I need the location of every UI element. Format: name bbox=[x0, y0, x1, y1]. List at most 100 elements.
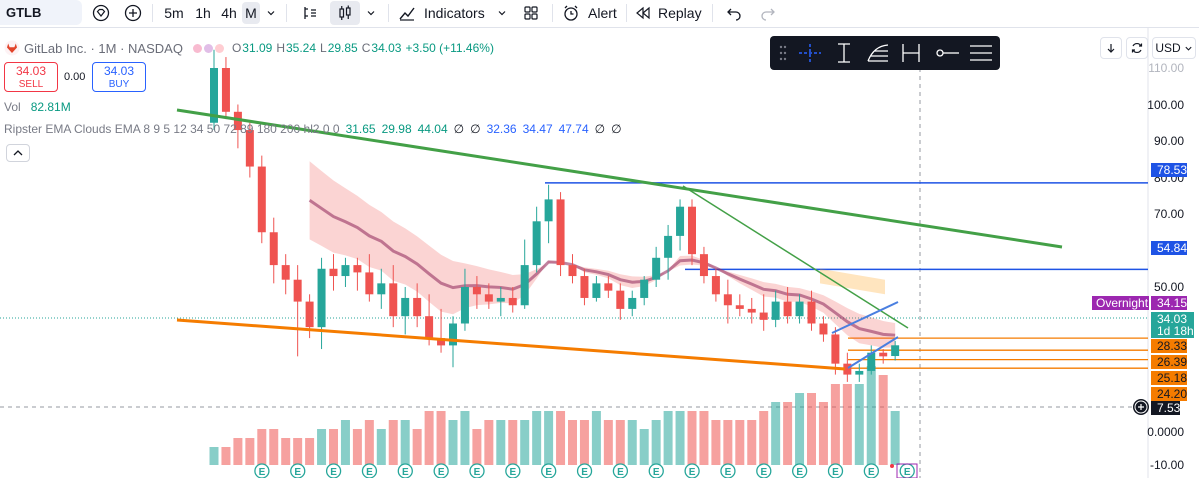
volume-bar bbox=[556, 411, 566, 465]
volume-bar bbox=[603, 420, 613, 465]
indicator-value: ∅ bbox=[453, 122, 465, 136]
candle-body bbox=[652, 257, 661, 280]
candle-body bbox=[723, 294, 732, 306]
parallel-channel-icon[interactable] bbox=[970, 45, 992, 61]
low-value: 29.85 bbox=[327, 41, 358, 55]
earnings-marker bbox=[469, 463, 485, 478]
change-value: +3.50 (+11.46%) bbox=[405, 41, 494, 55]
measure-tool-icon[interactable] bbox=[902, 44, 920, 62]
candle-body bbox=[688, 206, 696, 255]
channel-upper-line bbox=[831, 301, 899, 334]
symbol-search-button[interactable]: GTLB bbox=[0, 0, 82, 25]
vertical-line-icon[interactable] bbox=[838, 43, 850, 63]
volume-bar bbox=[269, 429, 279, 465]
interval-1h[interactable]: 1h bbox=[195, 5, 211, 21]
drawing-toolbar bbox=[770, 36, 1000, 70]
crosshair-plus-icon[interactable] bbox=[1133, 399, 1149, 415]
earnings-marker-icon: E bbox=[581, 467, 588, 478]
earnings-marker-icon: E bbox=[689, 467, 696, 478]
chevron-down-icon[interactable] bbox=[262, 0, 280, 26]
candle-body bbox=[628, 297, 637, 309]
indicator-value: 47.74 bbox=[558, 122, 589, 136]
level-price-tag: 28.33 bbox=[1151, 339, 1188, 353]
status-dot-icon bbox=[203, 43, 213, 53]
buy-button[interactable]: 34.03 BUY bbox=[92, 62, 146, 92]
price-axis-tick: 100.00 bbox=[1147, 97, 1184, 112]
currency-select[interactable]: USD bbox=[1152, 37, 1196, 59]
candle-body bbox=[747, 308, 756, 313]
candle-body bbox=[496, 297, 505, 302]
candle-body bbox=[210, 68, 218, 123]
event-dot-icon bbox=[890, 464, 894, 468]
bar-style-icon[interactable] bbox=[296, 0, 324, 26]
candle-body bbox=[807, 301, 816, 324]
volume-bar bbox=[245, 438, 255, 465]
symbol-legend: GitLab Inc. · 1M · NASDAQ O 31.09 H 35.24 … bbox=[4, 40, 498, 56]
candle-body bbox=[580, 276, 589, 298]
earnings-marker-icon: E bbox=[904, 467, 911, 478]
volume-bar bbox=[830, 384, 840, 465]
earnings-marker bbox=[254, 463, 270, 478]
sell-button[interactable]: 34.03 SELL bbox=[4, 62, 58, 92]
price-axis-tick: 70.00 bbox=[1153, 207, 1184, 221]
interval-4h[interactable]: 4h bbox=[221, 5, 237, 21]
volume-bar bbox=[400, 420, 410, 465]
alert-button[interactable]: Alert bbox=[562, 0, 624, 26]
short-trendline bbox=[682, 185, 909, 329]
layouts-grid-icon[interactable] bbox=[518, 0, 544, 26]
volume-bar bbox=[699, 411, 709, 465]
volume-bar bbox=[651, 420, 661, 465]
earnings-marker-icon: E bbox=[832, 467, 839, 478]
fib-tool-icon[interactable] bbox=[867, 44, 889, 62]
earnings-marker bbox=[648, 463, 664, 478]
indicator-value: 29.98 bbox=[381, 122, 412, 136]
interval-5m[interactable]: 5m bbox=[164, 5, 184, 21]
event-flag-icon bbox=[896, 463, 918, 478]
add-symbol-icon[interactable] bbox=[121, 0, 145, 26]
volume-bar bbox=[627, 420, 637, 465]
volume-bar bbox=[544, 411, 554, 465]
earnings-marker-icon: E bbox=[868, 467, 875, 478]
undo-icon[interactable] bbox=[722, 0, 746, 26]
candles-icon[interactable] bbox=[330, 1, 360, 25]
volume-bar bbox=[711, 420, 721, 465]
chevron-up-icon bbox=[13, 150, 23, 156]
low-label: L bbox=[320, 41, 327, 55]
refresh-button[interactable] bbox=[1126, 37, 1148, 59]
earnings-marker bbox=[827, 463, 844, 478]
diamond-icon[interactable] bbox=[88, 0, 114, 26]
candle-body bbox=[341, 265, 350, 277]
drag-handle-icon[interactable] bbox=[779, 45, 787, 61]
candle-body bbox=[317, 268, 326, 328]
horizontal-ray-icon[interactable] bbox=[936, 49, 959, 57]
gitlab-logo-icon bbox=[4, 40, 20, 56]
indicators-button[interactable]: Indicators bbox=[398, 0, 488, 26]
bar-countdown: 1d 18h bbox=[1157, 324, 1194, 338]
status-dot-icon bbox=[192, 43, 202, 53]
redo-icon[interactable] bbox=[756, 0, 780, 26]
price-axis-tick: 110.00 bbox=[1148, 61, 1184, 75]
chevron-down-icon[interactable] bbox=[494, 0, 510, 26]
interval-monthly[interactable]: M bbox=[242, 2, 260, 24]
candle-body bbox=[867, 352, 876, 371]
volume-bar bbox=[759, 411, 769, 465]
indicator-name: Ripster EMA Clouds EMA 8 9 5 12 34 50 72… bbox=[4, 122, 340, 136]
volume-bar bbox=[508, 420, 518, 465]
candle-body bbox=[831, 334, 840, 364]
volume-bar bbox=[281, 438, 291, 465]
volume-bar bbox=[376, 429, 386, 465]
indicator-value: ∅ bbox=[611, 122, 622, 136]
collapse-legend-button[interactable] bbox=[6, 144, 30, 162]
scroll-down-button[interactable] bbox=[1100, 37, 1122, 59]
symbol-title: GitLab Inc. · 1M · NASDAQ bbox=[24, 40, 183, 56]
indicator-value: 34.47 bbox=[522, 122, 553, 136]
close-label: C bbox=[361, 41, 371, 55]
replay-button[interactable]: Replay bbox=[634, 0, 704, 26]
lower-trendline bbox=[176, 318, 846, 371]
arrow-down-icon bbox=[1107, 44, 1115, 53]
volume-bar bbox=[364, 420, 374, 465]
crosshair-icon[interactable] bbox=[799, 44, 821, 62]
chevron-down-icon[interactable] bbox=[362, 0, 380, 26]
earnings-marker bbox=[863, 463, 879, 478]
